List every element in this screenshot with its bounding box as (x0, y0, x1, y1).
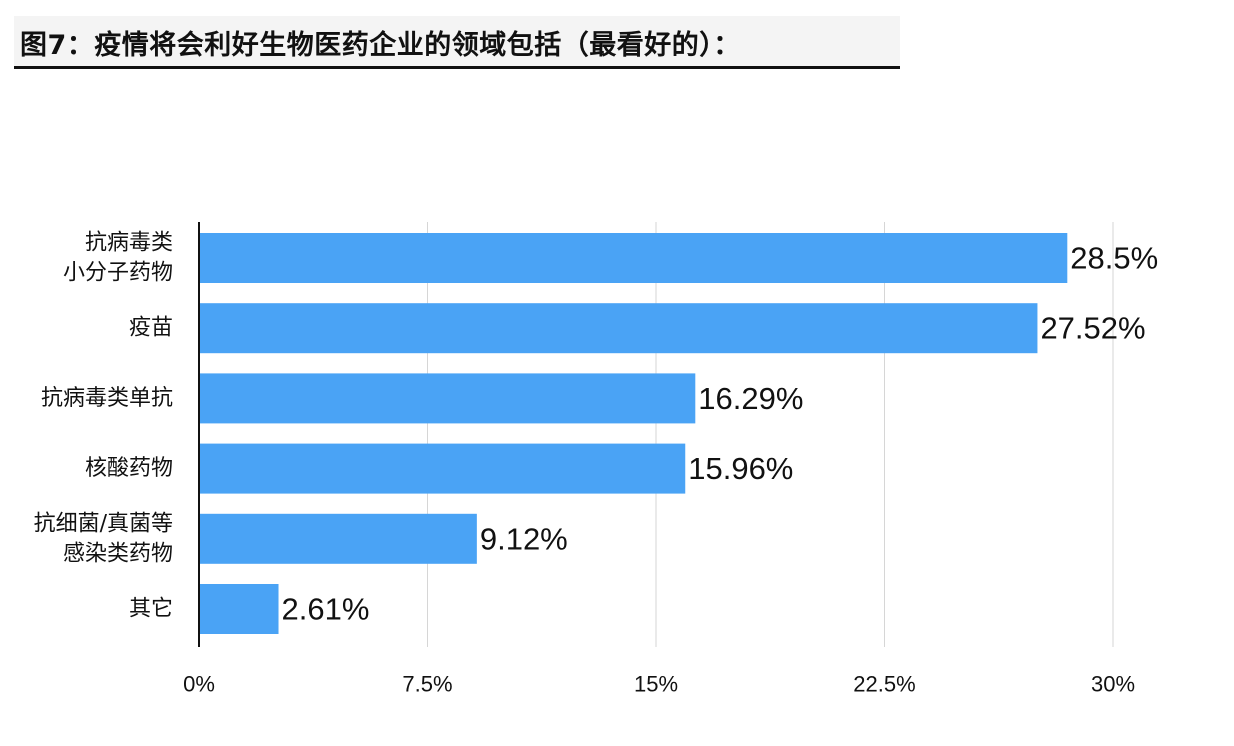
x-tick-label-0: 0% (183, 672, 215, 697)
bar-0 (199, 233, 1068, 283)
category-label-4-line-1: 感染类药物 (63, 541, 173, 566)
bar-5 (199, 584, 279, 634)
category-label-1: 疫苗 (129, 316, 173, 341)
value-label-3: 15.96% (688, 451, 793, 486)
figure-title: 图7：疫情将会利好生物医药企业的领域包括（最看好的）： (20, 30, 741, 61)
category-label-4-line-0: 抗细菌/真菌等 (34, 511, 173, 536)
value-label-2: 16.29% (698, 381, 803, 416)
category-label-3: 核酸药物 (85, 456, 173, 481)
category-label-5: 其它 (129, 597, 173, 622)
category-label-0-line-0: 抗病毒类 (85, 231, 173, 256)
category-label-0-line-1: 小分子药物 (63, 261, 173, 286)
x-tick-label-2: 15% (634, 672, 678, 697)
value-label-0: 28.5% (1070, 241, 1158, 276)
x-tick-label-1: 7.5% (402, 672, 452, 697)
value-label-4: 9.12% (480, 521, 568, 556)
bar-1 (199, 303, 1038, 354)
value-label-1: 27.52% (1040, 311, 1145, 346)
value-label-5: 2.61% (282, 592, 370, 627)
bar-2 (199, 373, 696, 424)
figure-header: 图7：疫情将会利好生物医药企业的领域包括（最看好的）： (14, 16, 900, 69)
category-label-2: 抗病毒类单抗 (41, 386, 173, 411)
bar-4 (199, 513, 477, 564)
x-tick-label-3: 22.5% (853, 672, 915, 697)
x-tick-label-4: 30% (1091, 672, 1135, 697)
bar-3 (199, 443, 686, 494)
